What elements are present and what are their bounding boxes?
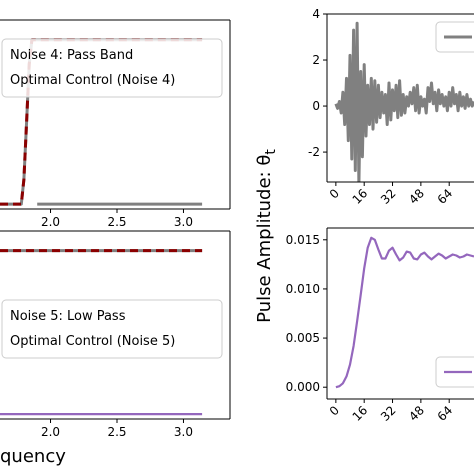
y-tick-label: 0.000 xyxy=(286,380,320,394)
y-tick-label: 0 xyxy=(312,99,320,113)
x-tick-label: 48 xyxy=(406,403,427,424)
legend: Noise 5: Low Pass Optimal Control (Noise … xyxy=(1,299,223,359)
legend-entry-2: Optimal Control (Noise 4) xyxy=(10,73,175,88)
y-tick-label: -2 xyxy=(308,145,320,159)
x-tick-label: 3.0 xyxy=(174,425,193,439)
panel-right-bottom: 0 16 32 48 64 0.015 0.010 0.005 0.000 xyxy=(286,227,474,424)
y-tick-label: 0.010 xyxy=(286,282,320,296)
right-ylabel: Pulse Amplitude: θt xyxy=(254,149,279,323)
right-ylabel-subscript: t xyxy=(263,149,279,155)
y-tick-label: 0.005 xyxy=(286,331,320,345)
left-xlabel: quency xyxy=(0,446,66,467)
panel-right-top: 0 16 32 48 64 4 2 0 -2 xyxy=(308,7,474,207)
series-line-1 xyxy=(335,236,474,389)
x-tick-label: 64 xyxy=(435,403,456,424)
series-line-1 xyxy=(334,21,474,182)
x-tick-label: 2.0 xyxy=(41,425,60,439)
panel-left-bottom: 2.0 2.5 3.0 Noise 5: Low Pass Optimal Contro… xyxy=(0,230,231,439)
series-group xyxy=(0,249,203,416)
y-tick-label: 0.015 xyxy=(286,233,320,247)
right-ylabel-main: Pulse Amplitude: θ xyxy=(254,155,275,323)
x-tick-label: 0 xyxy=(327,186,342,201)
x-tick-label: 16 xyxy=(350,403,371,424)
legend: Noise 4: Pass Band Optimal Control (Noise… xyxy=(1,38,223,98)
legend-entry-1: Noise 4: Pass Band xyxy=(10,48,133,63)
legend-box xyxy=(1,299,223,359)
x-tick-label: 64 xyxy=(435,186,456,207)
legend-entry-2: Optimal Control (Noise 5) xyxy=(10,334,175,349)
panel-left-top: 2.0 2.5 3.0 Noise 4: Pass Band Optimal Contr… xyxy=(0,19,231,229)
series-group xyxy=(335,236,474,389)
x-tick-label: 3.0 xyxy=(174,215,193,229)
legend-entry-1: Noise 5: Low Pass xyxy=(10,309,126,324)
legend xyxy=(435,356,474,388)
legend xyxy=(435,21,474,53)
x-tick-label: 2.5 xyxy=(107,425,126,439)
x-tick-label: 48 xyxy=(406,186,427,207)
x-tick-label: 32 xyxy=(378,403,399,424)
series-group xyxy=(334,21,474,182)
y-tick-label: 4 xyxy=(312,7,320,21)
x-tick-label: 2.5 xyxy=(107,215,126,229)
x-tick-label: 2.0 xyxy=(41,215,60,229)
x-tick-label: 16 xyxy=(350,186,371,207)
y-tick-label: 2 xyxy=(312,53,320,67)
legend-box xyxy=(1,38,223,98)
x-tick-label: 32 xyxy=(378,186,399,207)
x-tick-label: 0 xyxy=(327,403,342,418)
